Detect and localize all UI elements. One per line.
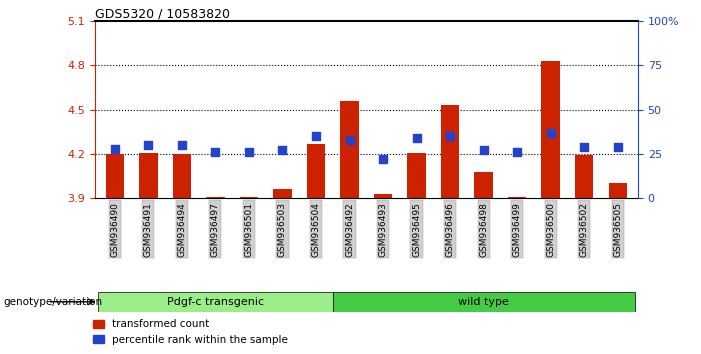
Bar <box>206 197 224 198</box>
Bar <box>172 154 191 198</box>
Text: GSM936494: GSM936494 <box>177 202 186 257</box>
Point <box>512 149 523 155</box>
Text: GSM936491: GSM936491 <box>144 202 153 257</box>
Bar <box>273 189 292 198</box>
Text: GSM936490: GSM936490 <box>110 202 119 257</box>
Point <box>444 133 456 139</box>
Bar <box>441 105 459 198</box>
Bar <box>307 144 325 198</box>
Point <box>545 130 557 136</box>
Text: GSM936495: GSM936495 <box>412 202 421 257</box>
Text: GSM936492: GSM936492 <box>345 202 354 257</box>
Bar <box>139 153 158 198</box>
Point <box>277 148 288 153</box>
Text: GSM936501: GSM936501 <box>245 202 253 257</box>
Text: genotype/variation: genotype/variation <box>4 297 102 307</box>
Bar <box>475 172 493 198</box>
Point <box>176 142 187 148</box>
Point <box>478 148 489 153</box>
Text: GSM936505: GSM936505 <box>613 202 622 257</box>
Text: GSM936504: GSM936504 <box>311 202 320 257</box>
Point <box>377 156 388 162</box>
Text: GDS5320 / 10583820: GDS5320 / 10583820 <box>95 7 230 20</box>
Point <box>243 149 254 155</box>
Text: GSM936503: GSM936503 <box>278 202 287 257</box>
Text: GSM936497: GSM936497 <box>211 202 220 257</box>
Text: wild type: wild type <box>458 297 509 307</box>
Bar <box>340 101 359 198</box>
Bar <box>333 292 634 312</box>
Bar <box>508 197 526 198</box>
Point <box>344 137 355 143</box>
Text: GSM936500: GSM936500 <box>546 202 555 257</box>
Text: Pdgf-c transgenic: Pdgf-c transgenic <box>167 297 264 307</box>
Point <box>411 135 422 141</box>
Point <box>210 149 221 155</box>
Bar <box>106 154 124 198</box>
Point <box>109 146 121 152</box>
Bar <box>407 153 426 198</box>
Text: GSM936496: GSM936496 <box>446 202 455 257</box>
Bar <box>608 183 627 198</box>
Point <box>143 142 154 148</box>
Bar <box>98 292 333 312</box>
Point <box>578 144 590 150</box>
Bar <box>240 197 258 198</box>
Text: GSM936498: GSM936498 <box>479 202 488 257</box>
Text: GSM936493: GSM936493 <box>379 202 388 257</box>
Legend: transformed count, percentile rank within the sample: transformed count, percentile rank withi… <box>89 315 292 349</box>
Point <box>311 133 322 139</box>
Bar <box>374 194 393 198</box>
Bar <box>541 61 560 198</box>
Bar <box>575 155 594 198</box>
Point <box>612 144 623 150</box>
Text: GSM936502: GSM936502 <box>580 202 589 257</box>
Text: GSM936499: GSM936499 <box>512 202 522 257</box>
